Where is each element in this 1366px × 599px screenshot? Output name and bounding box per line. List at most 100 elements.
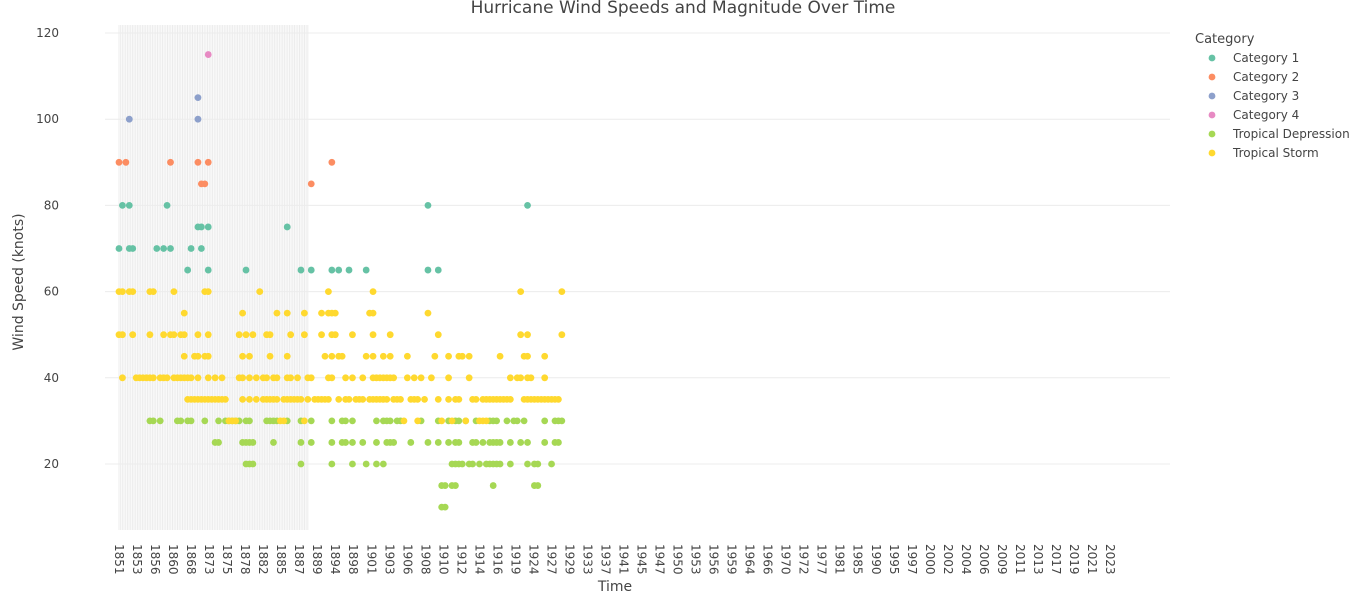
x-tick-label: 1947 xyxy=(653,544,667,575)
x-tick-label: 1966 xyxy=(761,544,775,575)
data-point xyxy=(469,460,476,468)
x-tick-label: 1964 xyxy=(743,544,757,575)
data-point xyxy=(472,395,480,403)
data-point xyxy=(256,288,264,295)
data-point xyxy=(383,395,391,403)
data-point xyxy=(558,417,566,425)
axis-layer: 20 40 60 80 100 120 1851 1853 1856 1860 1868 1873 18… xyxy=(36,26,1117,575)
data-point xyxy=(541,352,549,360)
legend-swatch xyxy=(1208,73,1216,81)
data-point xyxy=(403,374,411,382)
data-point xyxy=(331,309,339,317)
x-tick-label: 1898 xyxy=(346,544,360,575)
y-tick-label: 20 xyxy=(44,457,59,471)
data-point xyxy=(345,266,353,274)
x-tick-label: 1929 xyxy=(562,544,576,575)
data-point xyxy=(506,460,514,468)
data-point xyxy=(373,460,380,468)
data-point xyxy=(417,374,425,382)
x-tick-label: 2004 xyxy=(959,544,973,575)
data-point xyxy=(524,460,531,468)
x-tick-label: 1937 xyxy=(598,544,612,575)
data-point xyxy=(180,331,188,339)
x-tick-label: 2006 xyxy=(977,544,991,575)
x-tick-label: 1985 xyxy=(851,544,865,575)
data-point xyxy=(489,482,497,489)
data-point xyxy=(455,439,463,446)
x-tick-label: 1885 xyxy=(274,544,288,575)
data-point xyxy=(520,417,528,425)
x-tick-label: 1997 xyxy=(905,544,919,575)
data-point xyxy=(297,439,305,446)
data-point xyxy=(239,374,246,382)
data-point xyxy=(300,331,308,339)
data-point xyxy=(527,374,535,382)
data-point xyxy=(119,331,126,339)
legend-item-label: Category 3 xyxy=(1233,89,1299,103)
data-point xyxy=(403,352,411,360)
data-point xyxy=(119,374,126,382)
x-tick-label: 1908 xyxy=(418,544,432,575)
x-tick-label: 1977 xyxy=(815,544,829,575)
data-point xyxy=(362,266,370,274)
data-point xyxy=(239,395,246,403)
data-point xyxy=(328,439,336,446)
data-point xyxy=(156,417,164,425)
data-point xyxy=(318,309,325,317)
x-tick-label: 1924 xyxy=(526,544,540,575)
data-point xyxy=(246,352,253,360)
data-point xyxy=(548,460,555,468)
data-point xyxy=(328,374,336,382)
data-point xyxy=(187,374,195,382)
x-tick-label: 2023 xyxy=(1103,544,1117,575)
data-point xyxy=(534,460,542,468)
data-point xyxy=(115,158,123,166)
data-point xyxy=(149,288,157,295)
x-tick-label: 1889 xyxy=(310,544,324,575)
x-tick-label: 1875 xyxy=(220,544,234,575)
data-point xyxy=(266,352,274,360)
data-point xyxy=(465,352,473,360)
x-tick-label: 1860 xyxy=(166,544,180,575)
x-tick-label: 1945 xyxy=(635,544,649,575)
x-tick-label: 1887 xyxy=(292,544,306,575)
y-tick-label: 100 xyxy=(36,112,59,126)
data-point xyxy=(482,417,490,425)
data-point xyxy=(119,202,126,209)
data-point xyxy=(390,374,398,382)
data-point xyxy=(180,352,188,360)
x-tick-label: 1868 xyxy=(184,544,198,575)
data-point xyxy=(232,417,240,425)
data-point xyxy=(215,439,222,446)
legend-swatch xyxy=(1208,54,1216,62)
x-tick-label: 1912 xyxy=(454,544,468,575)
x-tick-label: 1981 xyxy=(833,544,847,575)
y-tick-label: 40 xyxy=(44,371,59,385)
data-point xyxy=(246,374,253,382)
data-point xyxy=(349,331,356,339)
data-point xyxy=(318,331,325,339)
data-point xyxy=(153,245,161,252)
legend-item-label: Category 2 xyxy=(1233,70,1299,84)
x-tick-label: 1878 xyxy=(238,544,252,575)
data-point xyxy=(379,460,387,468)
data-point xyxy=(441,503,449,511)
data-point xyxy=(149,417,157,425)
x-tick-label: 1950 xyxy=(671,544,685,575)
data-point xyxy=(218,374,226,382)
data-point xyxy=(428,374,435,382)
data-point xyxy=(146,331,154,339)
data-point xyxy=(215,417,222,425)
data-point xyxy=(331,331,339,339)
x-tick-label: 2000 xyxy=(923,544,937,575)
data-point xyxy=(249,331,257,339)
x-tick-label: 1995 xyxy=(887,544,901,575)
legend-title: Category xyxy=(1195,32,1255,47)
data-point xyxy=(541,374,549,382)
data-point xyxy=(445,395,452,403)
data-point xyxy=(342,417,349,425)
data-point xyxy=(513,417,521,425)
data-point xyxy=(177,417,185,425)
data-point xyxy=(349,460,356,468)
data-point xyxy=(462,417,470,425)
